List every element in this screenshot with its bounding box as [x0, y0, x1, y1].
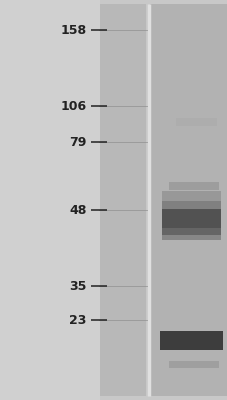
Bar [161, 191, 220, 209]
Text: 106: 106 [60, 100, 86, 112]
Text: 35: 35 [69, 280, 86, 292]
Bar [161, 201, 220, 235]
Text: 23: 23 [69, 314, 86, 326]
Bar [168, 361, 218, 368]
Bar [150, 4, 227, 396]
Bar [159, 331, 222, 350]
Bar [100, 4, 145, 396]
Text: 48: 48 [69, 204, 86, 216]
Bar [161, 228, 220, 240]
Bar [0, 0, 100, 400]
Text: 158: 158 [60, 24, 86, 36]
Bar [175, 118, 216, 126]
Text: 79: 79 [69, 136, 86, 148]
Bar [168, 182, 218, 190]
